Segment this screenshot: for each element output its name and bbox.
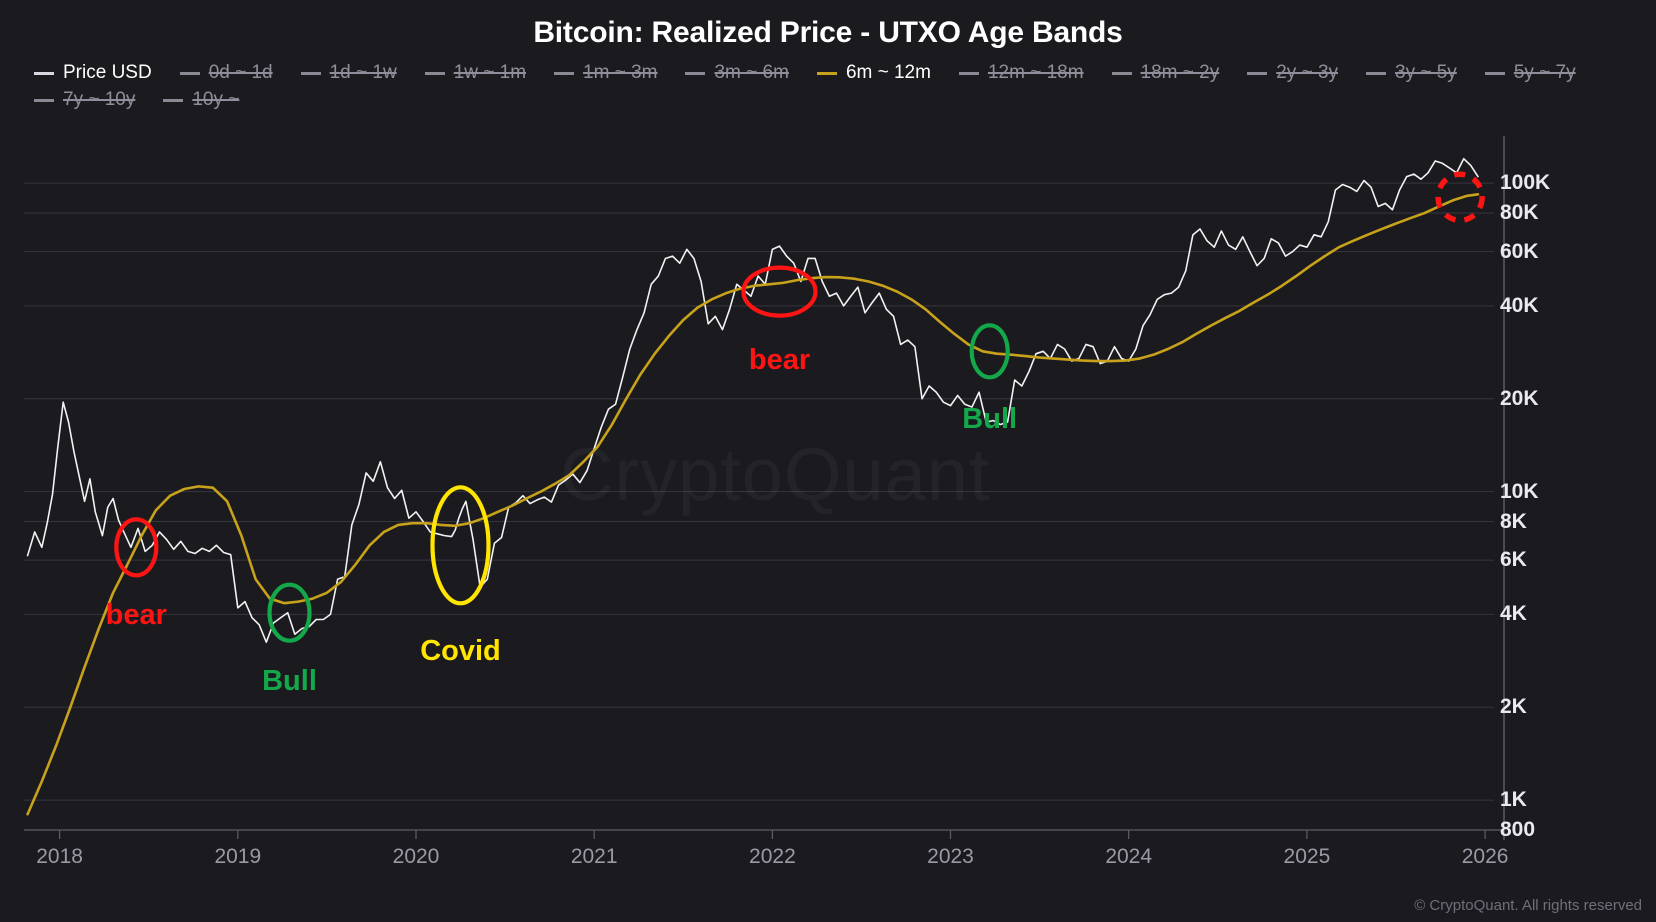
x-tick-label-8: 2026	[1461, 845, 1509, 868]
y-tick-label-1: 1K	[1500, 788, 1527, 812]
legend-swatch-icon	[300, 71, 321, 75]
y-tick-label-3: 4K	[1500, 602, 1527, 626]
legend-item-9[interactable]: 2y ~ 3y	[1247, 62, 1338, 84]
annotation-ellipse-bull-2019	[267, 582, 312, 643]
y-tick-label-10: 80K	[1500, 201, 1539, 224]
legend-item-7[interactable]: 12m ~ 18m	[958, 62, 1084, 84]
page-title: Bitcoin: Realized Price - UTXO Age Bands	[533, 16, 1123, 49]
legend-swatch-icon	[1247, 71, 1268, 75]
legend-swatch-icon	[163, 98, 184, 102]
legend-item-label: 5y ~ 7y	[1513, 62, 1576, 83]
plot-area	[0, 130, 1656, 850]
y-tick-label-4: 6K	[1500, 548, 1527, 572]
y-tick-label-8: 40K	[1500, 293, 1539, 317]
footer-credit: © CryptoQuant. All rights reserved	[1414, 897, 1642, 914]
legend-swatch-icon	[685, 71, 706, 75]
legend-item-label: 18m ~ 2y	[1140, 62, 1220, 83]
x-tick-label-4: 2022	[749, 845, 796, 868]
x-tick-label-0: 2018	[36, 845, 83, 868]
legend-item-label: 2y ~ 3y	[1276, 62, 1339, 83]
legend-item-0[interactable]: Price USD	[34, 62, 152, 84]
y-tick-label-7: 20K	[1500, 386, 1539, 410]
legend-swatch-icon	[179, 71, 200, 75]
legend-item-12[interactable]: 7y ~ 10y	[34, 89, 135, 111]
legend-item-label: 1w ~ 1m	[453, 62, 527, 83]
annotation-ellipse-bull-2023	[969, 323, 1010, 380]
annotation-ellipse-bear-2018	[114, 517, 159, 578]
y-tick-label-5: 8K	[1500, 509, 1527, 533]
legend-item-11[interactable]: 5y ~ 7y	[1484, 62, 1576, 84]
legend-item-label: 6m ~ 12m	[845, 62, 931, 83]
legend-swatch-icon	[34, 98, 54, 102]
annotation-ellipse-bear-2022	[741, 265, 818, 318]
y-tick-label-6: 10K	[1500, 479, 1539, 503]
legend-item-4[interactable]: 1m ~ 3m	[554, 62, 657, 84]
legend-item-8[interactable]: 18m ~ 2y	[1111, 62, 1220, 84]
x-tick-label-3: 2021	[570, 845, 618, 868]
legend-swatch-icon	[1484, 71, 1505, 75]
legend-swatch-icon	[1366, 71, 1387, 75]
legend-swatch-icon	[424, 71, 445, 75]
legend-swatch-icon	[34, 71, 54, 75]
chart-legend[interactable]: Price USD 0d ~ 1d 1d ~ 1w 1w ~ 1m 1m ~ 3m 3m …	[34, 62, 1634, 111]
x-tick-label-2: 2020	[392, 845, 440, 868]
chart-canvas	[24, 136, 1505, 840]
legend-swatch-icon	[958, 71, 979, 75]
y-tick-label-11: 100K	[1500, 171, 1551, 195]
annotation-ellipse-current-2025	[1435, 171, 1485, 224]
legend-item-10[interactable]: 3y ~ 5y	[1366, 62, 1457, 84]
x-tick-label-7: 2025	[1283, 845, 1331, 868]
legend-item-label: 12m ~ 18m	[987, 62, 1084, 83]
x-tick-label-5: 2023	[927, 845, 974, 868]
legend-item-label: 3y ~ 5y	[1395, 62, 1457, 83]
legend-item-label: 1m ~ 3m	[583, 62, 658, 83]
y-tick-label-0: 800	[1500, 818, 1536, 841]
legend-item-3[interactable]: 1w ~ 1m	[424, 62, 527, 84]
annotation-ellipse-covid-2020	[430, 485, 491, 606]
legend-item-label: 7y ~ 10y	[63, 89, 136, 110]
legend-swatch-icon	[554, 71, 575, 75]
y-tick-label-2: 2K	[1500, 695, 1527, 719]
legend-item-2[interactable]: 1d ~ 1w	[300, 62, 397, 84]
legend-swatch-icon	[1111, 71, 1132, 75]
legend-item-label: 3m ~ 6m	[714, 62, 789, 83]
series-line-1	[26, 193, 1480, 816]
legend-item-6[interactable]: 6m ~ 12m	[816, 62, 931, 84]
legend-item-label: 0d ~ 1d	[208, 62, 273, 83]
legend-item-label: 10y ~	[192, 89, 240, 110]
x-tick-label-1: 2019	[214, 845, 262, 868]
legend-item-1[interactable]: 0d ~ 1d	[179, 62, 273, 84]
y-tick-label-9: 60K	[1500, 239, 1539, 263]
legend-item-label: Price USD	[63, 62, 152, 83]
legend-item-5[interactable]: 3m ~ 6m	[685, 62, 789, 84]
legend-item-label: 1d ~ 1w	[329, 62, 397, 83]
legend-item-13[interactable]: 10y ~	[163, 89, 239, 111]
legend-swatch-icon	[816, 71, 837, 75]
x-tick-label-6: 2024	[1105, 845, 1153, 868]
series-line-0	[26, 157, 1479, 643]
